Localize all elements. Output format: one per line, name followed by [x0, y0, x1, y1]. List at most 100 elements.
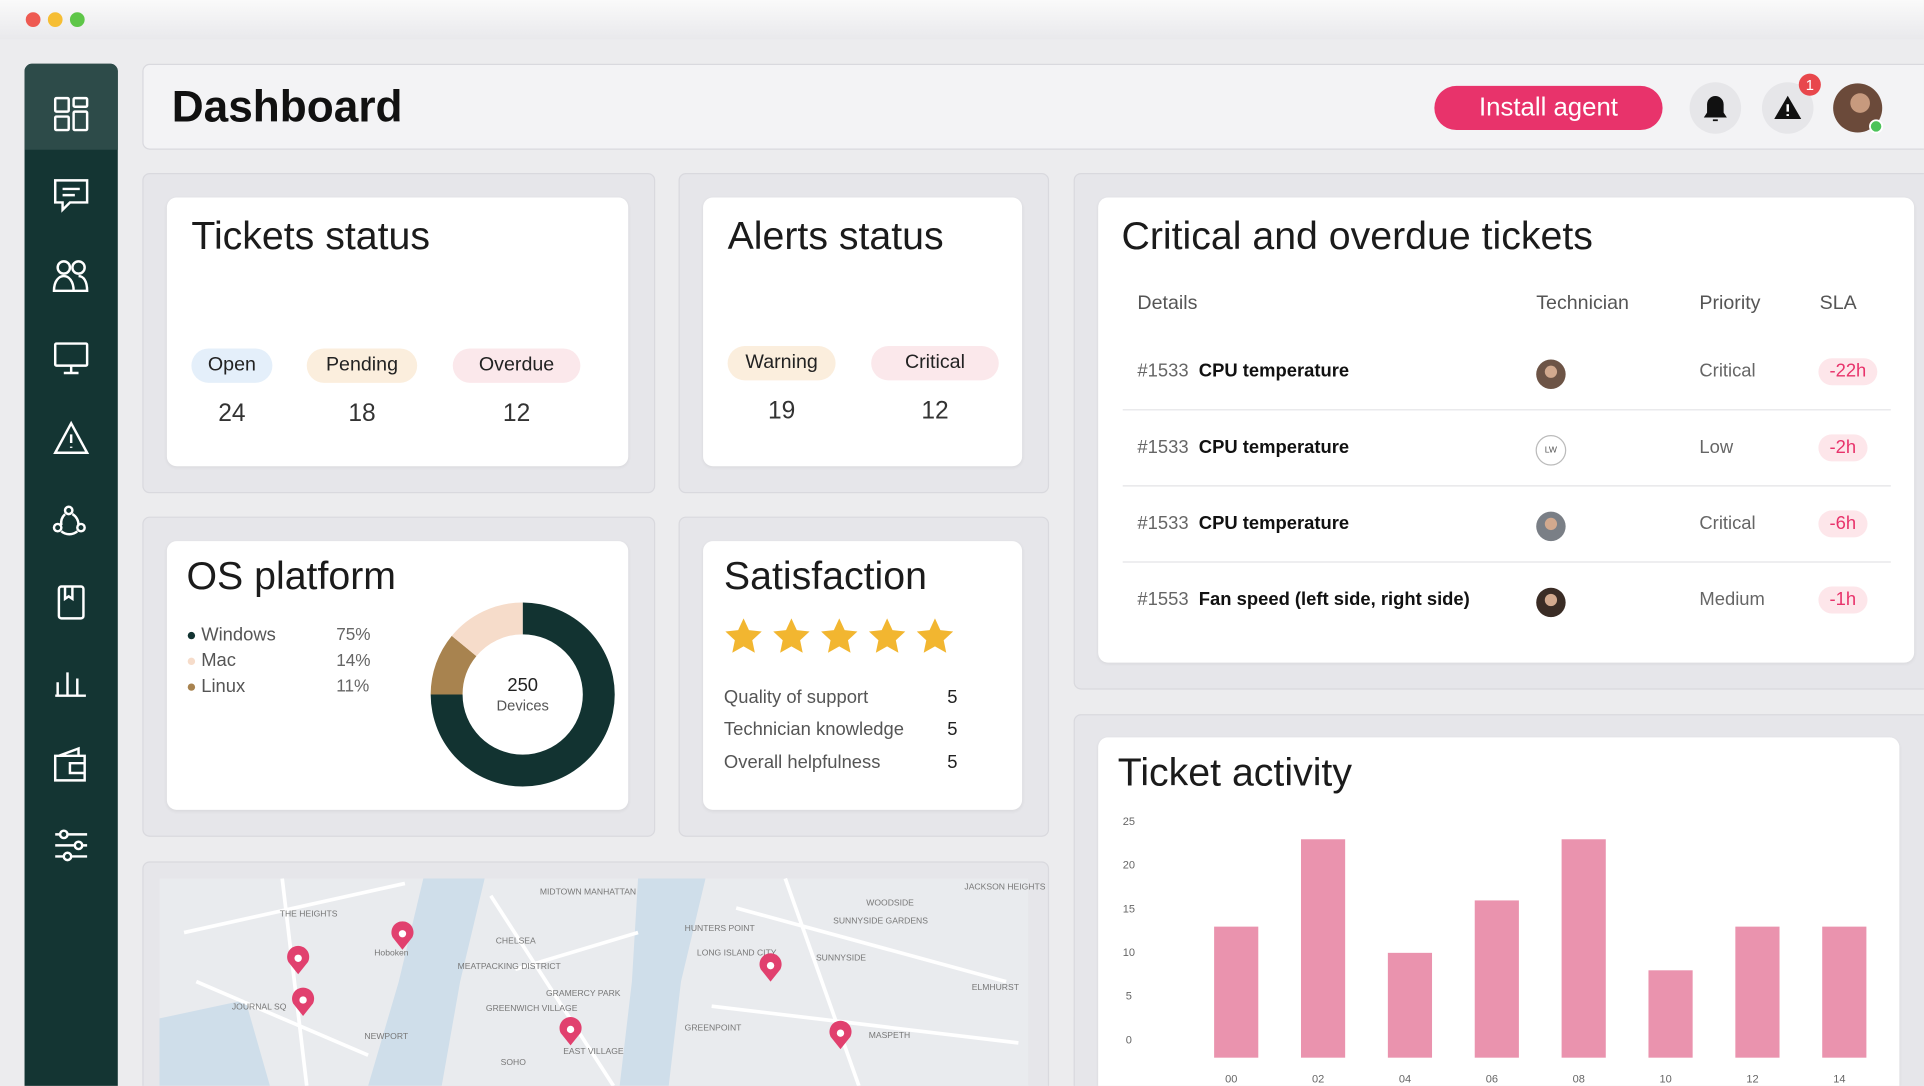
- stars: [725, 618, 954, 653]
- bay: [159, 1000, 270, 1086]
- map-label: Hoboken: [374, 948, 409, 958]
- rating-value: 5: [947, 687, 958, 708]
- map-label: GRAMERCY PARK: [546, 988, 621, 998]
- icon-wallet[interactable]: [53, 746, 86, 782]
- avatar-face: [1544, 365, 1558, 378]
- ticket-priority: Critical: [1699, 360, 1756, 382]
- map-label: LONG ISLAND CITY: [697, 948, 777, 958]
- legend-value: 11%: [336, 676, 369, 696]
- ticket-detail[interactable]: Fan speed (left side, right side): [1198, 588, 1470, 610]
- column-header[interactable]: Technician: [1536, 293, 1629, 315]
- bar: [1561, 839, 1606, 1058]
- status-pill[interactable]: Open: [191, 348, 273, 383]
- ticket-id[interactable]: #1533: [1137, 436, 1189, 458]
- star: [868, 618, 906, 653]
- ticket-sla: -1h: [1818, 586, 1868, 614]
- status-pill[interactable]: Warning: [727, 346, 836, 381]
- x-tick-label: 12: [1746, 1074, 1758, 1086]
- avatar-face: [1850, 93, 1870, 113]
- install-button[interactable]: Install agent: [1434, 85, 1663, 131]
- map-label: EAST VILLAGE: [563, 1046, 624, 1056]
- map-label: HUNTERS POINT: [685, 923, 756, 933]
- y-tick-label: 0: [1126, 1034, 1132, 1046]
- icon-devices[interactable]: [53, 342, 89, 367]
- map-label: SUNNYSIDE GARDENS: [833, 916, 928, 926]
- map-label: CHELSEA: [496, 935, 536, 945]
- column-header[interactable]: SLA: [1819, 293, 1857, 315]
- status-pill[interactable]: Pending: [306, 348, 418, 383]
- icon-alerts[interactable]: [53, 420, 90, 454]
- ticket-id[interactable]: #1533: [1137, 512, 1189, 534]
- map-label: GREENPOINT: [685, 1022, 742, 1032]
- map-label: ELMHURST: [972, 982, 1020, 992]
- donut-segment: [430, 635, 477, 695]
- bar: [1300, 839, 1346, 1058]
- card-title: Critical and overdue tickets: [1121, 213, 1593, 258]
- status-pill[interactable]: Overdue: [452, 348, 581, 383]
- online-dot: [1869, 119, 1884, 134]
- x-tick-label: 08: [1573, 1074, 1585, 1086]
- ticket-sla: -2h: [1818, 434, 1868, 462]
- rating-label: Overall helpfulness: [723, 752, 881, 774]
- ticket-id[interactable]: #1533: [1137, 360, 1189, 382]
- maximize-dot[interactable]: [69, 12, 85, 27]
- column-header[interactable]: Priority: [1699, 293, 1761, 315]
- bell-icon: [1703, 96, 1727, 122]
- rating-value: 5: [947, 719, 958, 740]
- sidebar-active[interactable]: [24, 63, 118, 150]
- x-tick-label: 14: [1833, 1074, 1845, 1086]
- map-label: SUNNYSIDE: [816, 953, 866, 963]
- legend-value: 75%: [336, 624, 370, 644]
- icon-chat[interactable]: [53, 179, 89, 213]
- legend-dot: [187, 657, 196, 666]
- star: [773, 618, 810, 653]
- ticket-detail[interactable]: CPU temperature: [1198, 512, 1350, 534]
- sidebar: [24, 63, 118, 1086]
- x-tick-label: 04: [1399, 1074, 1411, 1086]
- ticket-detail[interactable]: CPU temperature: [1198, 436, 1350, 458]
- map-label: JOURNAL SQ: [232, 1002, 287, 1012]
- icon-network[interactable]: [63, 505, 74, 516]
- status-count: 18: [348, 400, 376, 427]
- bar: [1648, 970, 1693, 1058]
- icon-dashboard[interactable]: [53, 96, 70, 113]
- map-label: MASPETH: [869, 1030, 910, 1040]
- ticket-id[interactable]: #1553: [1137, 588, 1189, 610]
- minimize-dot[interactable]: [47, 12, 63, 27]
- ticket-priority: Low: [1699, 436, 1734, 458]
- icon-reports[interactable]: [55, 672, 86, 697]
- window-bar: [0, 0, 1924, 40]
- star: [916, 618, 954, 653]
- page-title: Dashboard: [171, 80, 403, 132]
- ticket-sla: -22h: [1818, 358, 1878, 386]
- status-pill[interactable]: Critical: [871, 346, 999, 381]
- legend-label: Mac: [201, 649, 236, 670]
- ticket-priority: Critical: [1699, 512, 1756, 534]
- icon-users[interactable]: [56, 260, 72, 275]
- status-count: 12: [921, 397, 949, 425]
- star: [725, 618, 762, 653]
- status-count: 24: [218, 400, 246, 427]
- table-lines: [1122, 409, 1891, 563]
- tickets-card: [166, 197, 629, 467]
- y-tick-label: 10: [1123, 947, 1135, 959]
- bar: [1214, 926, 1259, 1058]
- star: [821, 618, 858, 653]
- card-title: Tickets status: [191, 213, 430, 258]
- alert-badge-count: 1: [1806, 78, 1814, 94]
- card-title: Ticket activity: [1117, 749, 1352, 794]
- map-label: WOODSIDE: [866, 897, 914, 907]
- rating-value: 5: [947, 752, 958, 774]
- ticket-detail[interactable]: CPU temperature: [1198, 360, 1350, 382]
- x-tick-label: 02: [1312, 1074, 1324, 1086]
- status-count: 19: [767, 397, 796, 425]
- technician-avatar: [1535, 434, 1567, 466]
- donut-segment: [451, 602, 523, 657]
- close-dot[interactable]: [25, 12, 41, 27]
- satisfaction-card: [703, 541, 1023, 810]
- column-header[interactable]: Details: [1137, 293, 1198, 315]
- bar: [1735, 926, 1780, 1058]
- donut-segment: [430, 602, 615, 787]
- map-label: SOHO: [501, 1057, 527, 1067]
